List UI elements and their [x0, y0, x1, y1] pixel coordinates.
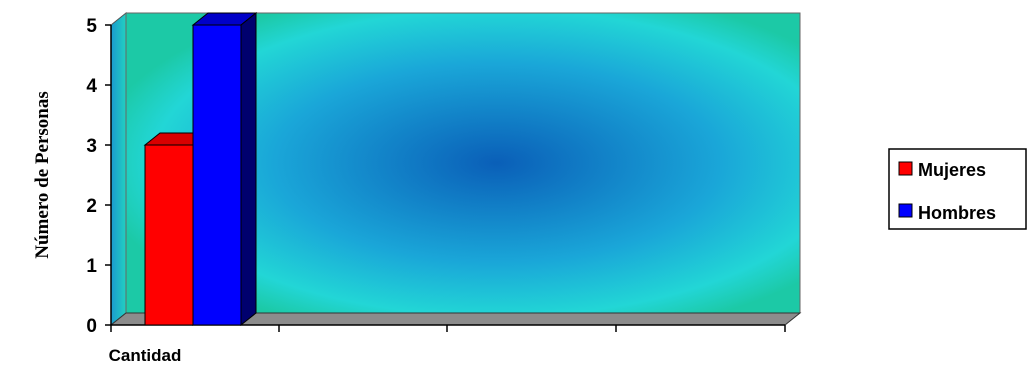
legend: Mujeres Hombres — [888, 148, 1027, 230]
y-tick-label: 4 — [86, 76, 97, 97]
bar-hombres — [191, 11, 258, 327]
legend-label-hombres: Hombres — [918, 203, 996, 223]
x-category-label: Cantidad — [109, 346, 182, 365]
bar-front — [144, 144, 194, 326]
axes: 0 1 2 3 4 5 Cantidad — [86, 16, 786, 365]
y-tick-label: 1 — [86, 256, 97, 277]
bar-side — [240, 11, 257, 327]
y-tick-label: 5 — [86, 16, 97, 37]
legend-swatch-mujeres — [898, 161, 913, 176]
y-tick-label: 2 — [86, 196, 97, 217]
legend-label-mujeres: Mujeres — [918, 160, 986, 180]
y-tick-label: 3 — [86, 136, 97, 157]
y-axis-label: Número de Personas — [32, 91, 53, 258]
bar-front — [192, 24, 242, 326]
y-tick-label: 0 — [86, 316, 97, 337]
legend-swatch-hombres — [898, 203, 913, 218]
side-wall — [110, 11, 127, 327]
